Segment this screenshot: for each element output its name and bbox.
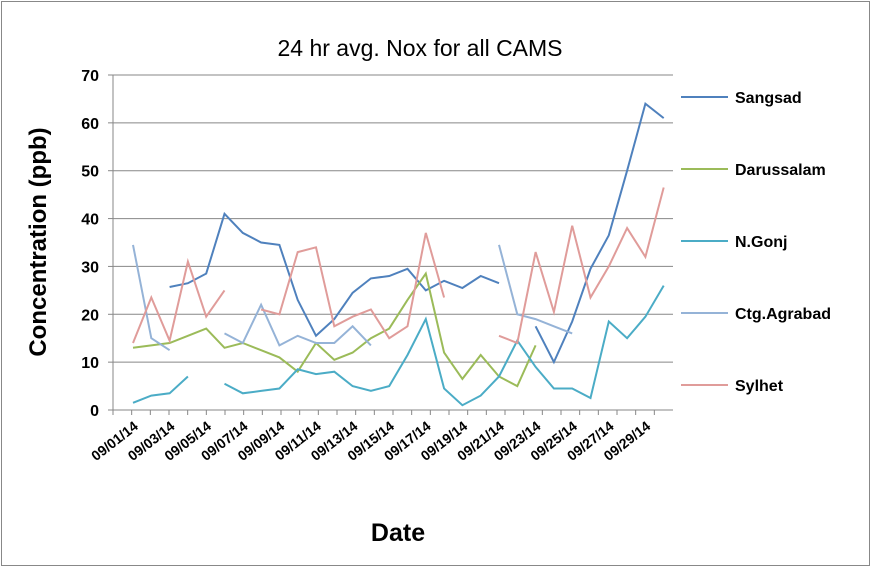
- series-line: [132, 271, 537, 388]
- series-line: [169, 101, 665, 365]
- y-tick-label: 60: [81, 116, 99, 133]
- legend-label: Sangsad: [735, 90, 802, 107]
- y-axis-label: Concentration (ppb): [25, 127, 52, 356]
- x-axis-label: Date: [371, 519, 425, 547]
- series-line: [132, 285, 665, 407]
- legend-label: N.Gonj: [735, 234, 787, 251]
- y-tick-label: 10: [81, 355, 99, 372]
- y-tick-label: 50: [81, 164, 99, 181]
- y-tick-label: 0: [90, 403, 99, 420]
- legend-label: Ctg.Agrabad: [735, 306, 831, 323]
- legend-label: Darussalam: [735, 162, 826, 179]
- series-line: [132, 244, 573, 352]
- series-line: [132, 187, 665, 345]
- y-tick-label: 40: [81, 212, 99, 229]
- legend-label: Sylhet: [735, 378, 784, 395]
- y-tick-label: 70: [81, 68, 99, 85]
- y-tick-label: 20: [81, 307, 99, 324]
- chart-title: 24 hr avg. Nox for all CAMS: [277, 35, 562, 61]
- y-tick-label: 30: [81, 259, 99, 276]
